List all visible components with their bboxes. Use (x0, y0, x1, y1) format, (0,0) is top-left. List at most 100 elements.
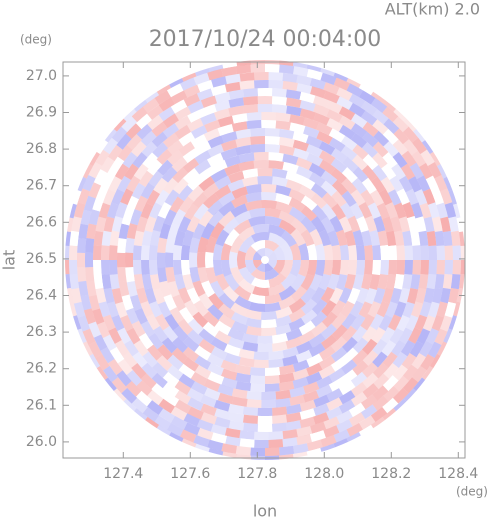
radar-cell (111, 126, 128, 143)
radar-cell (164, 314, 180, 331)
radar-cell (187, 100, 204, 114)
radar-cell (140, 320, 156, 338)
radar-cell (411, 137, 427, 155)
radar-cell (261, 319, 277, 328)
radar-cell (392, 116, 409, 133)
radar-cell (355, 244, 365, 260)
radar-cell (286, 105, 302, 117)
radar-cell (402, 301, 415, 318)
radar-cell (326, 406, 343, 420)
radar-cell (117, 237, 127, 254)
radar-cell (387, 314, 402, 331)
radar-cell (125, 195, 139, 213)
radar-cell (96, 140, 109, 155)
radar-cell (398, 287, 411, 304)
radar-cell (125, 307, 139, 325)
radar-cell (390, 216, 402, 233)
radar-cell (246, 390, 262, 400)
radar-cell (401, 352, 417, 370)
radar-cell (372, 141, 389, 158)
radar-cell (299, 399, 317, 412)
radar-cell (123, 398, 137, 412)
radar-cell (356, 287, 369, 304)
radar-cell (146, 189, 161, 207)
radar-cell (306, 439, 323, 452)
radar-cell (93, 334, 108, 351)
radar-cell (310, 182, 328, 199)
radar-cell (195, 68, 210, 77)
radar-cell (348, 93, 366, 108)
radar-cell (207, 362, 224, 376)
radar-cell (370, 98, 388, 114)
radar-cell (331, 179, 348, 196)
radar-cell (272, 406, 288, 416)
radar-cell (333, 72, 349, 82)
radar-cell (292, 147, 310, 161)
radar-cell (69, 274, 80, 290)
radar-cell (253, 351, 269, 360)
radar-cell (452, 260, 461, 275)
radar-cell (360, 404, 378, 420)
radar-cell (118, 223, 130, 240)
radar-cell (173, 244, 183, 260)
radar-cell (235, 372, 252, 384)
radar-cell (164, 189, 180, 206)
radar-cell (396, 188, 410, 205)
radar-cell (413, 129, 426, 143)
radar-cell (271, 422, 287, 432)
radar-cell (172, 325, 189, 343)
x-tick-label: 127.4 (103, 466, 143, 482)
radar-cell (65, 260, 70, 275)
radar-cell (347, 244, 357, 260)
radar-cell (214, 320, 232, 336)
radar-cell (351, 325, 368, 343)
radar-cell (313, 112, 330, 126)
radar-cell (306, 362, 323, 376)
radar-cell (73, 315, 82, 330)
radar-cell (245, 192, 262, 203)
radar-cell (278, 372, 295, 384)
radar-cell (173, 260, 183, 276)
radar-cell (320, 286, 335, 304)
radar-cell (162, 113, 180, 129)
radar-cell (338, 390, 356, 405)
radar-cell (174, 380, 191, 396)
radar-cell (217, 384, 234, 397)
radar-cell (233, 285, 252, 301)
radar-cell (408, 176, 422, 193)
radar-cell (228, 412, 245, 423)
radar-cell (158, 106, 175, 122)
radar-cell (77, 176, 87, 192)
radar-cell (159, 280, 172, 297)
radar-cell (302, 390, 320, 403)
radar-cell (230, 236, 245, 254)
radar-cell (385, 301, 398, 318)
radar-cell (182, 356, 200, 372)
radar-cell (224, 352, 241, 365)
radar-cell (411, 202, 424, 219)
radar-cell (321, 311, 338, 328)
radar-cell (85, 252, 94, 268)
radar-cell (145, 416, 160, 429)
radar-cell (359, 90, 376, 105)
radar-cell (162, 371, 180, 388)
radar-cell (427, 301, 440, 318)
radar-cell (389, 327, 404, 345)
radar-cell (376, 202, 390, 220)
radar-cell (434, 174, 448, 192)
radar-cell (210, 168, 228, 183)
radar-cell (279, 364, 296, 376)
radar-cell (246, 120, 262, 130)
radar-cell (135, 113, 152, 130)
radar-cell (331, 324, 348, 341)
radar-cell (370, 406, 388, 422)
radar-cell (448, 288, 459, 304)
radar-cell (197, 266, 209, 284)
radar-cell (217, 392, 234, 405)
radar-cell (282, 429, 298, 440)
radar-cell (155, 313, 170, 331)
radar-cell (82, 328, 96, 346)
radar-cell (136, 123, 153, 140)
radar-cell (167, 139, 184, 156)
radar-cell (341, 336, 358, 353)
